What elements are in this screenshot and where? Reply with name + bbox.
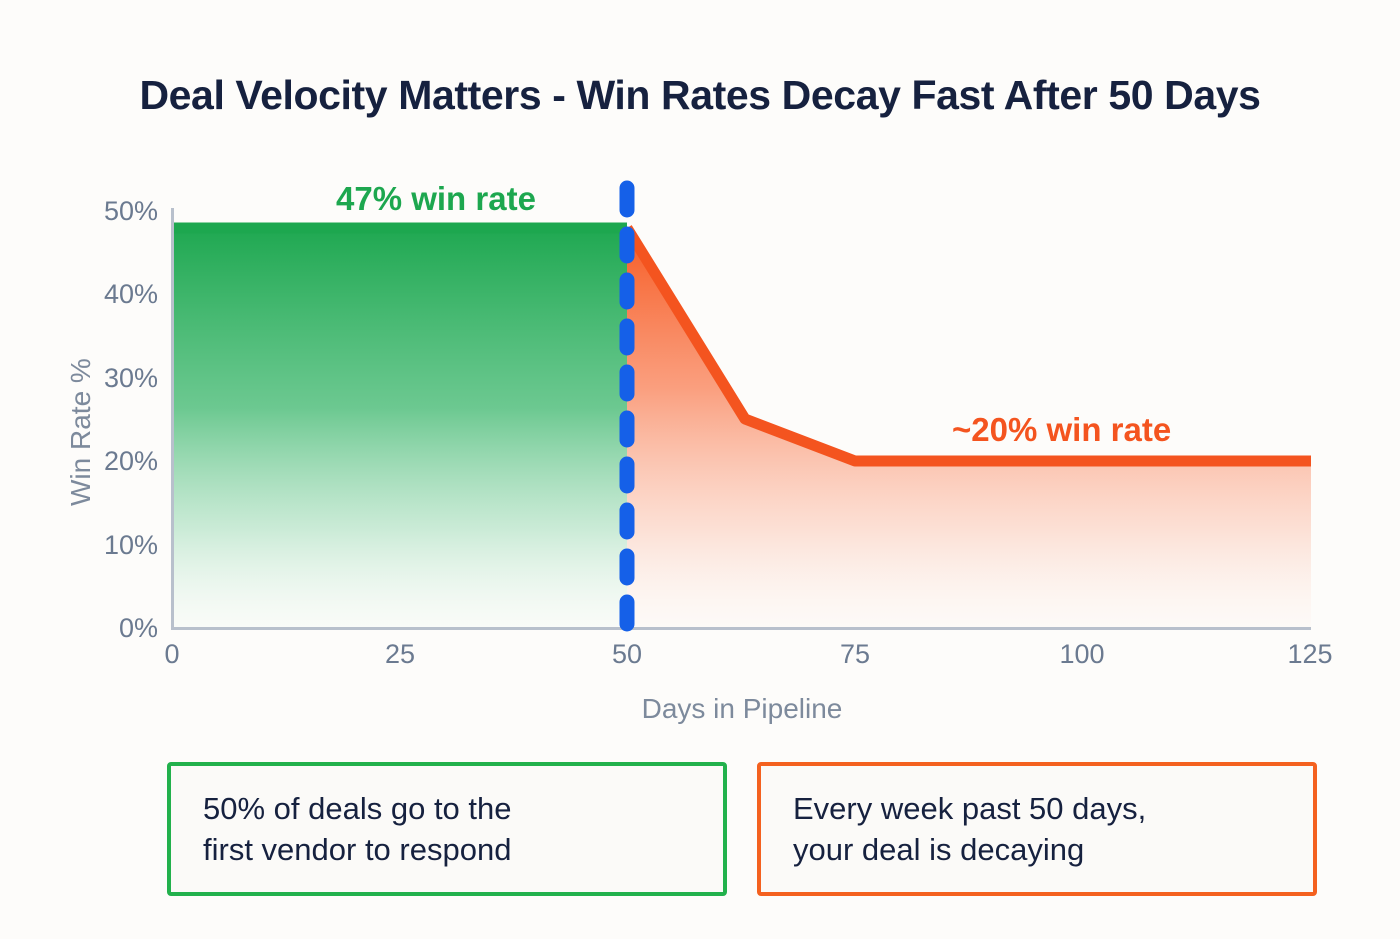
y-tick-40: 40% xyxy=(103,279,158,309)
x-tick-100: 100 xyxy=(1059,639,1105,669)
y-axis-title: Win Rate % xyxy=(65,358,96,506)
y-tick-30: 30% xyxy=(103,363,158,393)
x-tick-0: 0 xyxy=(164,639,180,669)
annotation-orange-win-rate: ~20% win rate xyxy=(952,411,1172,448)
green-callout-text: 50% of deals go to the first vendor to r… xyxy=(203,790,512,867)
page-title: Deal Velocity Matters - Win Rates Decay … xyxy=(139,72,1261,118)
x-tick-75: 75 xyxy=(839,639,871,669)
green-area-fill xyxy=(172,228,627,628)
y-tick-20: 20% xyxy=(103,446,158,476)
x-axis-title: Days in Pipeline xyxy=(641,693,843,724)
orange-callout-text: Every week past 50 days, your deal is de… xyxy=(793,790,1147,867)
x-tick-50: 50 xyxy=(611,639,643,669)
chart-area: 50% 40% 30% 20% 10% 0% Win Rate % 0 25 5… xyxy=(65,180,1333,724)
y-tick-0: 0% xyxy=(118,613,158,643)
orange-callout: Every week past 50 days, your deal is de… xyxy=(757,762,1317,896)
x-tick-25: 25 xyxy=(384,639,416,669)
orange-area-fill xyxy=(627,228,1311,628)
orange-trend-line xyxy=(622,225,1311,467)
chart-svg xyxy=(171,180,1311,642)
y-tick-50: 50% xyxy=(103,196,158,226)
annotation-green-win-rate: 47% win rate xyxy=(336,180,536,217)
x-tick-125: 125 xyxy=(1287,639,1333,669)
green-callout: 50% of deals go to the first vendor to r… xyxy=(167,762,727,896)
callout-row: 50% of deals go to the first vendor to r… xyxy=(0,762,1400,939)
y-tick-10: 10% xyxy=(103,530,158,560)
